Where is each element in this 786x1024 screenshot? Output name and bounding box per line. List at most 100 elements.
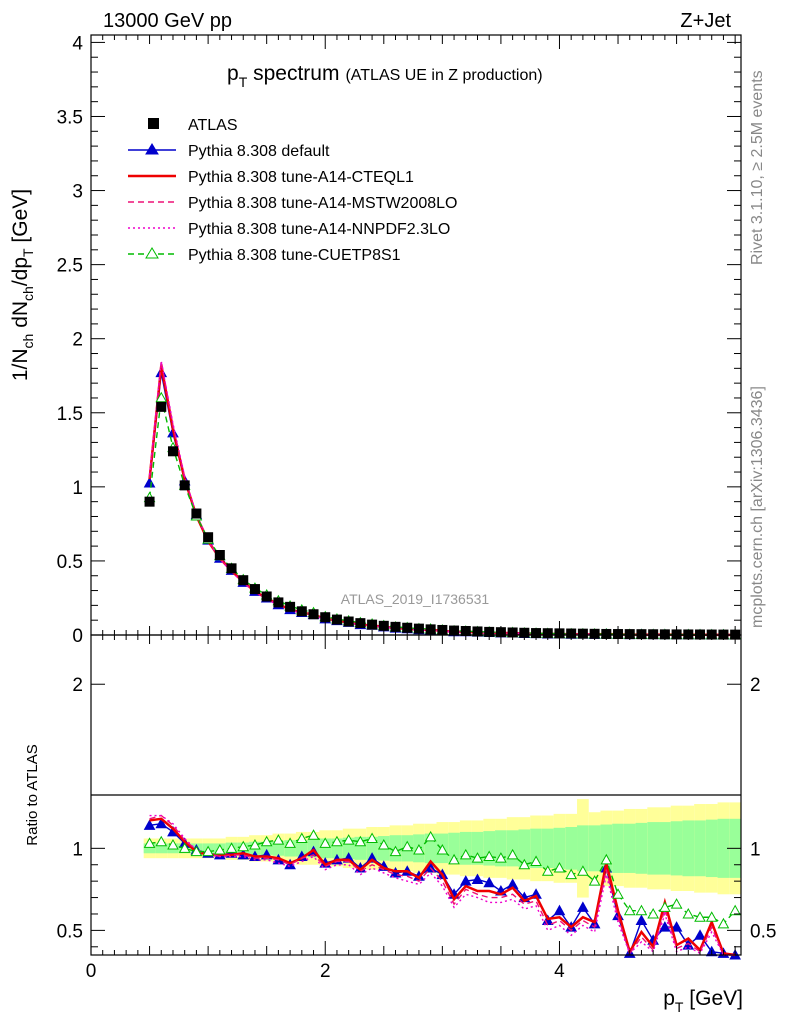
band-stat-bin bbox=[506, 830, 519, 867]
axis-tick-labels: 00.511.522.533.540.5 0.51 12 20 2 4 bbox=[57, 33, 777, 982]
band-stat-bin bbox=[342, 837, 355, 859]
ratio-series-marker bbox=[190, 845, 203, 857]
y-tick-label-main: 1 bbox=[72, 478, 83, 499]
ratio-y-axis-label: Ratio to ATLAS bbox=[24, 744, 41, 845]
ratio-series-marker bbox=[389, 845, 402, 857]
band-stat-bin bbox=[272, 840, 285, 856]
ratio-series-marker bbox=[577, 865, 589, 876]
ratio-series-marker bbox=[459, 848, 472, 860]
legend-label: Pythia 8.308 tune-A14-NNPDF2.3LO bbox=[188, 221, 450, 238]
band-stat-bin bbox=[635, 822, 648, 874]
ratio-series-marker bbox=[647, 907, 660, 919]
data-point-marker bbox=[203, 532, 214, 543]
main-series-marker bbox=[155, 391, 168, 403]
band-stat-bin bbox=[600, 824, 613, 873]
ylabel-part-1: 1/N bbox=[9, 348, 32, 381]
ratio-series-marker bbox=[612, 888, 624, 899]
data-point-marker bbox=[343, 616, 354, 627]
ratio-series-marker bbox=[143, 837, 156, 848]
ratio-series-marker bbox=[659, 921, 671, 932]
band-stat-bin bbox=[647, 822, 660, 875]
ratio-series-marker bbox=[635, 914, 648, 926]
band-stat-bin bbox=[284, 840, 296, 857]
ratio-series-marker bbox=[424, 830, 437, 842]
ratio-series-marker bbox=[260, 835, 273, 847]
mcplots-label: mcplots.cern.ch [arXiv:1306.3436] bbox=[749, 386, 766, 628]
band-stat-bin bbox=[495, 830, 507, 867]
band-stat-bin bbox=[295, 840, 308, 857]
ratio-series-marker bbox=[401, 840, 414, 852]
ratio-series-marker bbox=[319, 837, 332, 848]
data-point-marker bbox=[191, 508, 202, 519]
ratio-series-line bbox=[149, 817, 736, 957]
band-stat-bin bbox=[471, 831, 484, 865]
ratio-series-marker bbox=[413, 843, 425, 855]
band-stat-bin bbox=[670, 821, 683, 876]
ratio-series-marker bbox=[483, 876, 496, 888]
ratio-series-marker bbox=[717, 917, 730, 929]
ratio-series-marker bbox=[623, 904, 636, 916]
band-stat-bin bbox=[577, 825, 589, 872]
ratio-series-marker bbox=[530, 855, 542, 866]
ratio-series-marker bbox=[342, 834, 355, 845]
y-tick-label-main: 2.5 bbox=[57, 256, 83, 277]
y-tick-label-ratio-right: 2 bbox=[750, 675, 761, 696]
x-tick-label: 4 bbox=[554, 961, 565, 982]
data-point-marker bbox=[331, 614, 342, 625]
xlabel-sub: T bbox=[675, 999, 684, 1015]
ratio-series-marker bbox=[366, 852, 378, 863]
ylabel-part-5: /dp bbox=[9, 257, 32, 286]
ratio-series-marker bbox=[155, 817, 168, 829]
y-tick-label-main: 3.5 bbox=[57, 107, 83, 128]
data-point-marker bbox=[390, 621, 401, 632]
ratio-series-marker bbox=[682, 907, 695, 919]
ratio-series-marker bbox=[670, 921, 683, 932]
data-point-marker bbox=[238, 575, 249, 586]
main-series-line bbox=[148, 361, 736, 636]
ratio-series-marker bbox=[354, 835, 367, 847]
band-stat-bin bbox=[424, 833, 437, 864]
ratio-series-marker bbox=[553, 904, 566, 916]
ratio-series-marker bbox=[377, 839, 390, 850]
y-tick-label-main: 0 bbox=[72, 626, 83, 647]
y-tick-label-ratio-right: 1 bbox=[750, 839, 761, 860]
title-sub: T bbox=[239, 74, 248, 90]
ratio-series-marker bbox=[729, 904, 741, 916]
ratio-series-marker bbox=[670, 898, 683, 909]
data-point-marker bbox=[261, 591, 272, 602]
ratio-series-marker bbox=[577, 901, 589, 912]
band-stat-bin bbox=[459, 831, 472, 865]
ratio-series-marker bbox=[471, 873, 484, 885]
energy-label: 13000 GeV pp bbox=[103, 10, 232, 32]
xlabel-p: p bbox=[663, 987, 675, 1010]
process-label: Z+Jet bbox=[680, 10, 731, 32]
legend-label: Pythia 8.308 default bbox=[188, 143, 330, 160]
ylabel-part-2: ch bbox=[20, 334, 36, 349]
chart-title: pT spectrum (ATLAS UE in Z production) bbox=[227, 62, 543, 90]
band-stat-bin bbox=[682, 820, 695, 877]
band-stat-bin bbox=[366, 836, 378, 860]
band-stat-bin bbox=[483, 831, 496, 866]
ratio-series-marker bbox=[541, 865, 554, 876]
data-point-marker bbox=[226, 563, 237, 574]
ratio-series-marker bbox=[167, 839, 179, 850]
ratio-series-marker bbox=[694, 911, 706, 922]
y-tick-label-main: 4 bbox=[72, 33, 83, 54]
band-stat-bin bbox=[143, 843, 156, 854]
legend-marker bbox=[145, 143, 159, 155]
data-point-marker bbox=[367, 619, 378, 630]
y-tick-label-ratio: 1 bbox=[72, 839, 83, 860]
ratio-series-marker bbox=[694, 929, 706, 940]
ylabel-part-7: [GeV] bbox=[9, 189, 32, 249]
band-stat-bin bbox=[331, 838, 343, 859]
band-stat-bin bbox=[659, 822, 671, 875]
data-point-marker bbox=[425, 624, 436, 635]
ratio-series-marker bbox=[178, 842, 191, 853]
y-tick-label-main: 3 bbox=[72, 182, 83, 203]
legend-label: Pythia 8.308 tune-A14-CTEQL1 bbox=[188, 169, 414, 186]
ratio-series-marker bbox=[659, 901, 671, 912]
axis-ticks bbox=[90, 35, 741, 955]
ratio-series-marker bbox=[155, 835, 168, 847]
data-point-marker bbox=[355, 618, 366, 629]
